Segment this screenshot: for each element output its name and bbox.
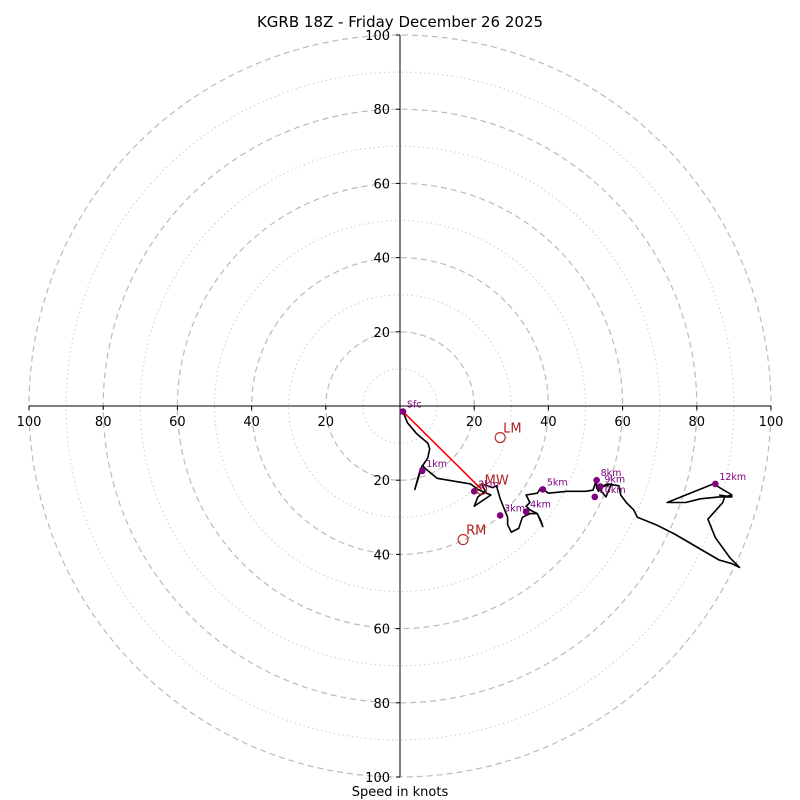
height-label-3km: 3km	[504, 503, 525, 514]
storm-motion-rm-marker	[457, 534, 469, 546]
height-label-4km: 4km	[530, 500, 551, 511]
y-tick-label: 40	[373, 252, 390, 267]
height-marker-4km	[522, 508, 530, 516]
x-tick-label: 20	[466, 415, 483, 430]
chart-title: KGRB 18Z - Friday December 26 2025	[257, 13, 543, 31]
y-tick-label: 100	[365, 771, 390, 786]
axes	[29, 35, 771, 777]
x-tick-label: 80	[95, 415, 112, 430]
height-marker-9km	[597, 483, 604, 490]
y-tick-label: 20	[373, 474, 390, 489]
y-tick-label: 60	[373, 177, 390, 192]
x-tick-label: 40	[243, 415, 260, 430]
x-tick-label: 100	[17, 415, 42, 430]
storm-motion-mw-marker	[476, 483, 488, 496]
shear-vector-line	[402, 410, 483, 491]
x-tick-label: 80	[689, 415, 706, 430]
height-marker-sfc	[399, 408, 407, 415]
y-tick-label: 60	[373, 623, 390, 638]
storm-motion-lm-marker	[494, 431, 506, 444]
x-tick-label: 100	[759, 415, 784, 430]
height-marker-1km	[418, 467, 426, 475]
tick-labels: 100 80 60 40 20 20 40 60 80 100 100 80 60 40 20 20 40 60 8…	[17, 29, 784, 786]
height-label-sfc: Sfc	[407, 400, 422, 411]
x-tick-label: 20	[318, 415, 335, 430]
wind-trace	[402, 410, 741, 569]
y-tick-label: 100	[365, 29, 390, 44]
height-label-1km: 1km	[426, 459, 447, 470]
x-tick-label: 60	[169, 415, 186, 430]
y-tick-label: 40	[373, 548, 390, 563]
storm-motion-lm-label: LM	[503, 422, 521, 437]
height-marker-10km	[591, 493, 599, 501]
height-label-12km: 12km	[719, 472, 746, 483]
height-label-2km: 2km	[478, 479, 499, 490]
height-label-8km: 8km	[601, 468, 622, 479]
height-marker-2km	[470, 488, 478, 495]
hodograph-trace-line	[402, 411, 741, 569]
y-tick-label: 80	[373, 697, 390, 712]
x-axis-label: Speed in knots	[352, 785, 449, 800]
storm-motion-markers: LM MW RM	[457, 422, 522, 546]
storm-motion-mw-label: MW	[485, 473, 509, 488]
height-label-10km: 10km	[599, 485, 626, 496]
storm-motion-rm-label: RM	[466, 524, 486, 539]
height-marker-3km	[496, 512, 504, 519]
height-label-9km: 9km	[604, 475, 625, 486]
y-tick-label: 20	[373, 326, 390, 341]
x-tick-label: 40	[540, 415, 557, 430]
height-marker-8km	[593, 476, 600, 484]
height-marker-12km	[712, 480, 719, 488]
y-tick-label: 80	[373, 103, 390, 118]
x-tick-label: 60	[614, 415, 631, 430]
height-marker-5km	[539, 486, 547, 493]
height-label-5km: 5km	[547, 477, 568, 488]
